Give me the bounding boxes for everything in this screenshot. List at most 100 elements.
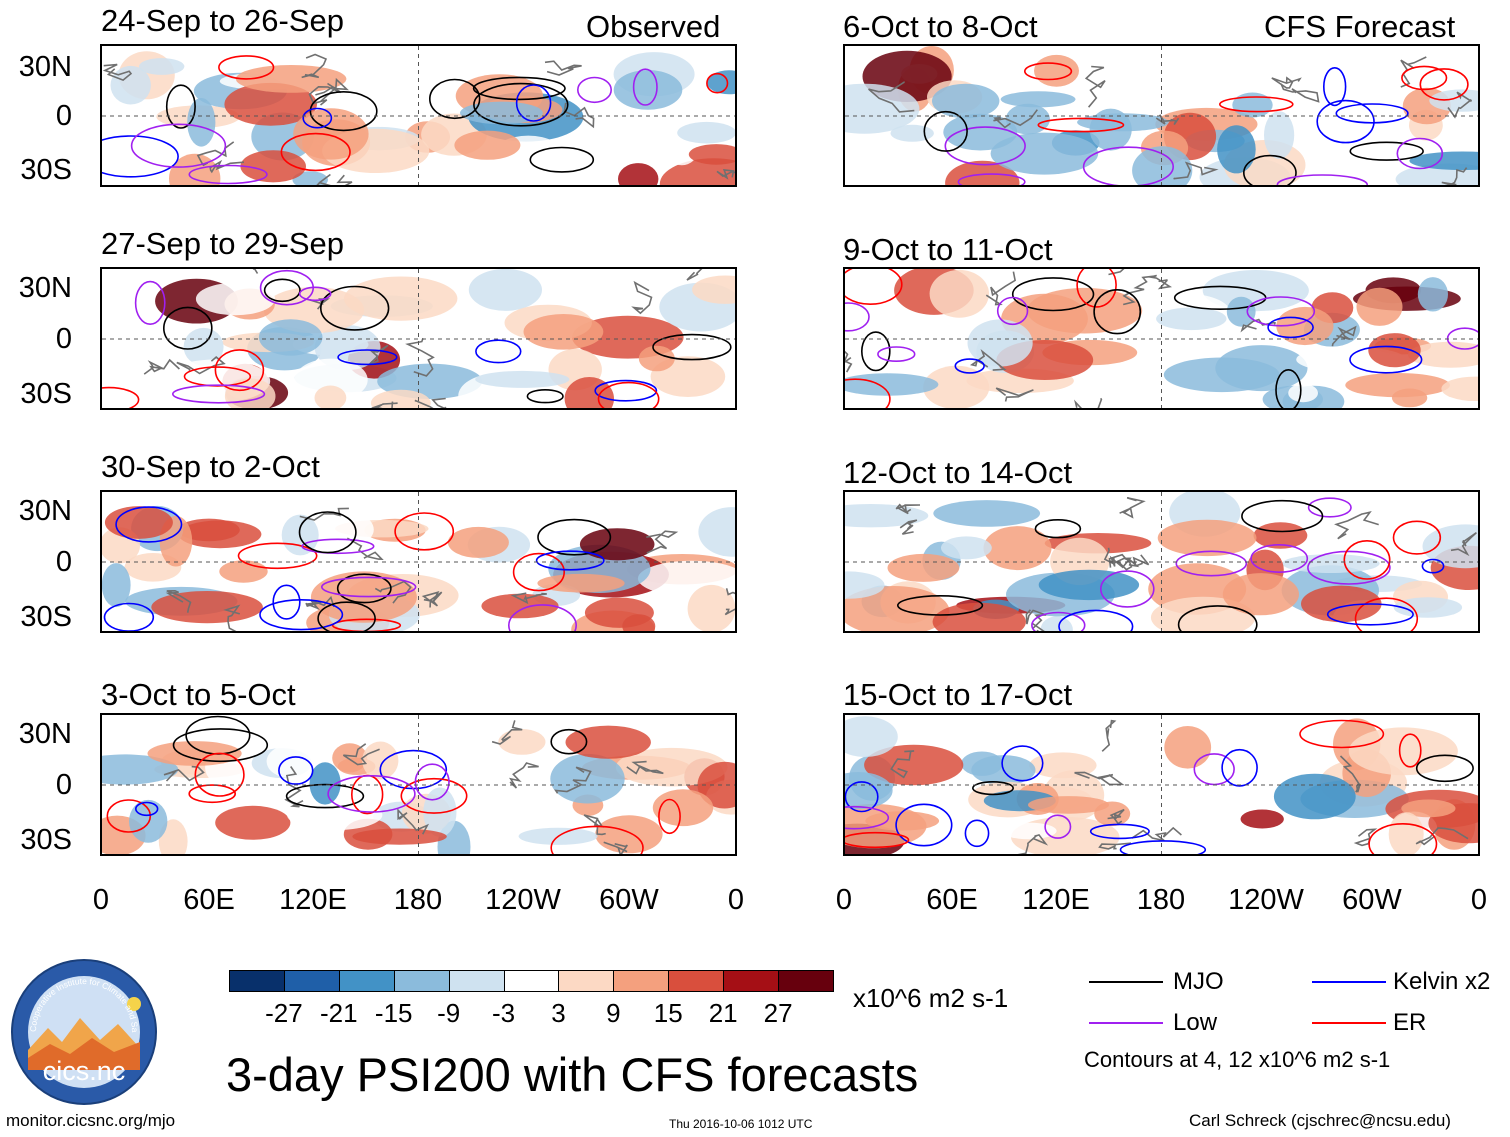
contour-line	[996, 296, 1029, 326]
shaded-anomaly	[129, 799, 168, 843]
coastline	[1353, 828, 1378, 847]
shaded-anomaly	[706, 70, 735, 95]
contour-line	[594, 379, 658, 402]
shaded-anomaly	[845, 83, 920, 134]
shaded-anomaly	[1132, 146, 1193, 185]
shaded-anomaly	[652, 789, 714, 827]
colorbar-label: -15	[374, 998, 413, 1028]
contour-line	[194, 752, 245, 797]
shaded-anomaly	[147, 741, 242, 766]
contour-line	[1419, 68, 1469, 101]
coastline	[895, 503, 921, 515]
coastline	[1074, 397, 1103, 408]
shaded-anomaly	[537, 573, 625, 593]
shaded-anomaly	[293, 108, 369, 160]
coastline	[1108, 269, 1125, 276]
coastline	[165, 589, 192, 613]
contour-line	[1221, 748, 1258, 787]
lat-label: 30N	[18, 51, 72, 83]
contour-line	[1299, 719, 1385, 749]
map-panel	[843, 44, 1480, 187]
contour-line	[1415, 754, 1474, 783]
shaded-anomaly	[215, 805, 291, 840]
contour-line	[130, 123, 227, 168]
contour-line	[845, 269, 903, 305]
coastline	[1240, 318, 1277, 333]
colorbar-swatch	[283, 970, 340, 992]
colorbar-units: x10^6 m2 s-1	[853, 983, 1009, 1013]
coastline	[1339, 755, 1361, 793]
contour-line	[652, 333, 732, 361]
footer-url: monitor.cicsnc.org/mjo	[6, 1111, 176, 1130]
shaded-anomaly	[890, 124, 934, 142]
lon-label: 60E	[926, 884, 978, 916]
shaded-anomaly	[1422, 524, 1478, 569]
coastline	[346, 537, 384, 561]
legend-label-low: Low	[1173, 1009, 1218, 1036]
coastline	[102, 63, 133, 82]
panel-title: 27-Sep to 29-Sep	[101, 226, 345, 261]
shaded-anomaly	[1027, 287, 1143, 334]
shaded-anomaly	[845, 165, 903, 185]
shaded-anomaly	[195, 282, 276, 316]
panel-title: 24-Sep to 26-Sep	[101, 3, 345, 38]
contour-line	[706, 72, 729, 94]
shaded-anomaly	[454, 130, 521, 160]
colorbar-label: 27	[763, 998, 793, 1028]
contour-line	[1267, 316, 1314, 339]
colorbar-swatch	[613, 970, 670, 992]
colorbar-label: 21	[708, 998, 738, 1028]
coastline	[544, 60, 582, 76]
coastline	[845, 350, 853, 373]
observed-column-title: Observed	[586, 9, 721, 44]
contour-line	[309, 90, 378, 132]
contour-line	[237, 542, 318, 570]
contour-line	[298, 286, 332, 302]
colorbar-swatch	[558, 970, 615, 992]
contour-line	[115, 506, 183, 543]
contour-line	[1335, 103, 1409, 124]
shaded-anomaly	[1288, 383, 1318, 403]
panel-title: 9-Oct to 11-Oct	[843, 232, 1053, 267]
coastline	[1098, 842, 1132, 850]
lat-label: 30S	[20, 601, 72, 633]
shaded-anomaly	[1240, 809, 1284, 829]
contour-line	[845, 302, 870, 332]
lon-label: 120W	[485, 884, 561, 916]
shaded-anomaly	[481, 593, 559, 619]
coastline	[405, 337, 435, 377]
shaded-anomaly	[294, 358, 368, 402]
coastline	[1122, 275, 1157, 306]
coastline	[626, 760, 664, 775]
shaded-anomaly	[183, 327, 224, 366]
shaded-anomaly	[219, 560, 268, 583]
contour-line	[285, 783, 365, 809]
contour-line	[1031, 611, 1086, 631]
colorbar-swatch	[393, 970, 450, 992]
coastline	[1031, 622, 1045, 631]
contour-line	[414, 763, 450, 801]
contour-line	[1044, 814, 1072, 839]
contour-line	[526, 388, 564, 404]
shaded-anomaly	[1222, 573, 1299, 616]
contour-line	[1421, 558, 1445, 574]
shaded-anomaly	[1345, 373, 1450, 398]
coastline	[563, 102, 595, 129]
lat-label: 30N	[18, 718, 72, 750]
shaded-anomaly	[1282, 554, 1380, 573]
colorbar	[229, 970, 834, 994]
footer-author: Carl Schreck (cjschrec@ncsu.edu)	[1189, 1111, 1451, 1130]
coastline	[1331, 325, 1357, 347]
shaded-anomaly	[1348, 727, 1458, 776]
shaded-anomaly	[698, 507, 735, 557]
coastline	[509, 762, 539, 789]
contour-line	[188, 164, 268, 185]
lat-label: 0	[55, 323, 72, 355]
coastline	[1173, 161, 1219, 180]
coastline	[1441, 167, 1468, 185]
coastline	[223, 604, 241, 631]
coastline	[316, 173, 353, 185]
contour-line	[103, 602, 155, 631]
contour-line	[845, 378, 891, 408]
contour-line	[1034, 519, 1082, 539]
